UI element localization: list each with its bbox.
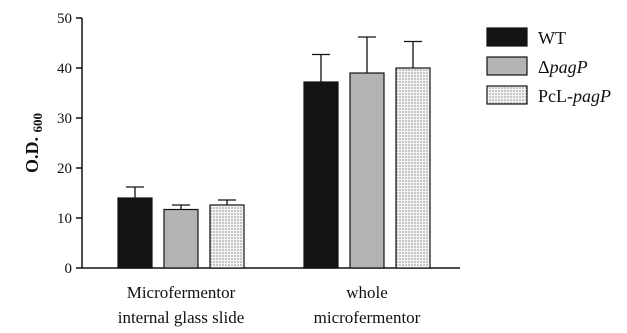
legend-label: WT (538, 28, 566, 48)
y-tick-label: 0 (65, 261, 73, 277)
x-category-label: Microfermentor (127, 283, 236, 302)
legend-swatch (486, 56, 528, 76)
y-tick-label: 20 (57, 161, 72, 177)
x-category-label: internal glass slide (118, 308, 245, 327)
y-tick-label: 30 (57, 111, 72, 127)
bar (349, 72, 385, 269)
y-tick-label: 40 (57, 61, 72, 77)
x-category-label: microfermentor (314, 308, 421, 327)
legend-swatch (486, 27, 528, 47)
bar (303, 81, 339, 269)
bar (117, 197, 153, 269)
y-tick-label: 10 (57, 211, 72, 227)
y-tick-label: 50 (57, 11, 72, 27)
x-category-label: whole (346, 283, 388, 302)
legend-label: ΔpagP (538, 57, 588, 77)
bar (163, 208, 199, 269)
bar (209, 204, 245, 269)
bar (395, 67, 431, 269)
legend-label: PcL-pagP (538, 86, 611, 106)
y-axis-label: O.D. 600 (22, 113, 45, 173)
legend-swatch (486, 85, 528, 105)
